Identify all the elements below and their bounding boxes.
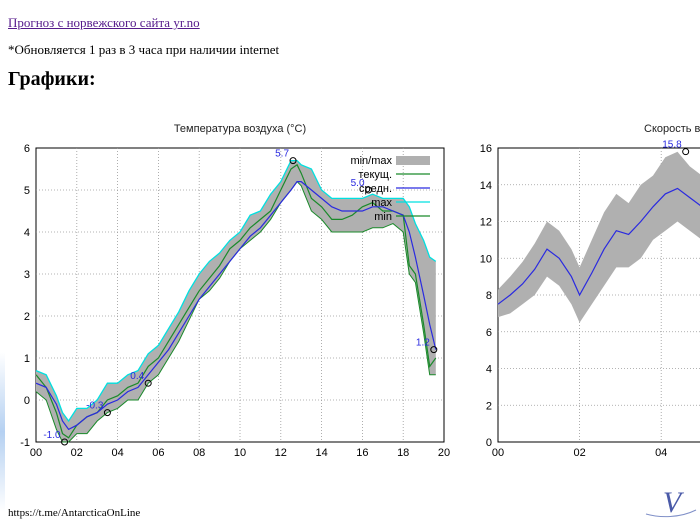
c2-xtick-label: 04 xyxy=(655,447,667,459)
legend-label-min: min xyxy=(374,211,392,223)
wind-speed-chart: Скорость в 0002040608100246810121416 15.… xyxy=(466,112,700,472)
c1-xtick-label: 02 xyxy=(71,447,83,459)
c2-ytick-label: 4 xyxy=(486,364,492,376)
c1-ytick-label: 0 xyxy=(24,395,30,407)
c1-annotation-label: 5.7 xyxy=(275,149,289,160)
c1-xtick-label: 06 xyxy=(152,447,164,459)
c1-annotation-label: 5.0 xyxy=(351,178,365,189)
c1-max-line xyxy=(35,159,437,423)
c1-ytick-label: 6 xyxy=(24,143,30,155)
c1-mean-line xyxy=(35,180,437,431)
c1-xtick-label: 20 xyxy=(438,447,450,459)
c1-xtick-label: 04 xyxy=(111,447,123,459)
page-heading: Графики: xyxy=(8,68,96,90)
c1-ytick-label: 4 xyxy=(24,227,30,239)
c2-ytick-label: 16 xyxy=(480,143,492,155)
c2-ytick-label: 14 xyxy=(480,180,492,192)
c1-min-line xyxy=(35,180,436,443)
c1-annotation-marker xyxy=(144,379,152,387)
c1-ytick-label: -1 xyxy=(20,437,30,449)
yr-no-forecast-link[interactable]: Прогноз с норвежского сайта yr.no xyxy=(8,15,200,30)
c2-annotation-marker xyxy=(682,148,690,156)
c1-xtick-label: 14 xyxy=(315,447,327,459)
c1-xtick-label: 00 xyxy=(30,447,42,459)
legend-label-max: max xyxy=(371,197,392,209)
c1-xtick-label: 12 xyxy=(275,447,287,459)
temperature-chart-svg: Температура воздуха (°C) 00 02 04 06 08 10 12 1… xyxy=(20,123,450,459)
update-note: *Обновляется 1 раз в 3 часа при наличии … xyxy=(8,42,280,57)
legend-swatch-minmax xyxy=(396,156,430,165)
c2-ytick-label: 0 xyxy=(486,437,492,449)
c2-ytick-label: 12 xyxy=(480,217,492,229)
c1-annotation-marker xyxy=(430,346,438,354)
c1-xtick-label: 18 xyxy=(397,447,409,459)
c1-annotation-marker xyxy=(103,409,111,417)
left-edge-glow xyxy=(0,352,5,512)
temperature-chart-legend: min/max текущ. средн. max min xyxy=(350,155,430,223)
logo-icon: V xyxy=(645,486,697,519)
c1-annotation-marker xyxy=(365,186,373,194)
footer-telegram-link: https://t.me/AntarcticaOnLine xyxy=(8,507,141,519)
c1-annotation-label: 0.4 xyxy=(130,371,144,382)
c1-xtick-label: 08 xyxy=(193,447,205,459)
c1-annotation-label: -0.3 xyxy=(86,401,104,412)
c1-annotation-marker xyxy=(61,438,69,446)
temperature-chart: Температура воздуха (°C) 00 02 04 06 08 10 12 1… xyxy=(0,112,460,472)
logo-text: V xyxy=(663,486,685,519)
wind-speed-chart-svg: Скорость в 0002040608100246810121416 15.… xyxy=(480,123,700,459)
c2-mean-line xyxy=(497,187,700,305)
wind-speed-chart-title: Скорость в xyxy=(644,123,700,135)
legend-label-minmax: min/max xyxy=(350,155,392,167)
c2-xtick-label: 02 xyxy=(573,447,585,459)
c2-ytick-label: 8 xyxy=(486,290,492,302)
c1-annotation-marker xyxy=(289,157,297,165)
c1-annotation-label: 1.2 xyxy=(416,338,430,349)
c2-ytick-label: 2 xyxy=(486,400,492,412)
temperature-chart-title: Температура воздуха (°C) xyxy=(174,123,306,135)
c1-ytick-label: 5 xyxy=(24,185,30,197)
c2-xtick-label: 00 xyxy=(492,447,504,459)
legend-label-current: текущ. xyxy=(358,169,392,181)
c2-annotation-label: 15.8 xyxy=(662,140,682,151)
logo: V xyxy=(640,484,700,520)
c1-annotation-label: -1.0 xyxy=(43,430,61,441)
c1-xtick-label: 10 xyxy=(234,447,246,459)
c2-minmax-band xyxy=(498,151,700,323)
c1-ytick-label: 1 xyxy=(24,353,30,365)
legend-label-mean: средн. xyxy=(359,183,392,195)
c2-ytick-label: 6 xyxy=(486,327,492,339)
c2-ytick-label: 10 xyxy=(480,253,492,265)
c1-ytick-label: 2 xyxy=(24,311,30,323)
c1-xtick-label: 16 xyxy=(356,447,368,459)
c1-ytick-label: 3 xyxy=(24,269,30,281)
